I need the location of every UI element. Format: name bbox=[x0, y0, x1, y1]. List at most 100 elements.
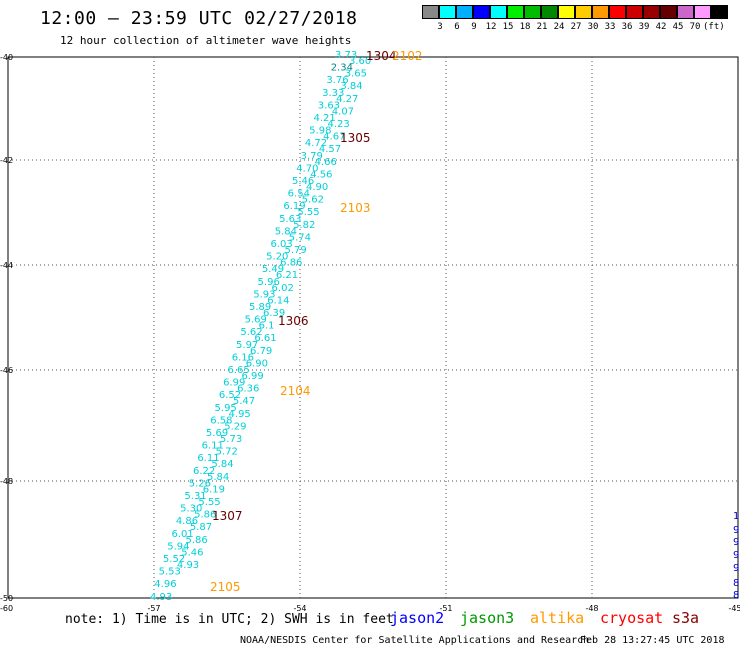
wave-height-value: 4.96 bbox=[154, 579, 176, 590]
wave-height-value: 3.76 bbox=[326, 75, 348, 86]
lon-label: -54 bbox=[293, 604, 306, 613]
wave-height-value: 5.62 bbox=[302, 195, 324, 206]
wave-height-value: 6.36 bbox=[237, 384, 259, 395]
wave-height-value: 4.07 bbox=[332, 106, 354, 117]
lat-label: -46 bbox=[0, 366, 13, 375]
wave-height-value: 4.90 bbox=[306, 182, 328, 193]
wave-height-value: 5.97 bbox=[236, 340, 258, 351]
edge-value: 8. bbox=[733, 578, 740, 589]
wave-height-value: 5.95 bbox=[215, 403, 237, 414]
wave-height-value: 5.69 bbox=[206, 428, 228, 439]
scale-swatch bbox=[422, 5, 439, 19]
wave-height-value: 5.86 bbox=[186, 535, 208, 546]
map-title: 12:00 — 23:59 UTC 02/27/2018 bbox=[40, 8, 358, 29]
wave-height-value: 6.21 bbox=[276, 270, 298, 281]
edge-value: 1 bbox=[733, 511, 739, 522]
scale-swatch bbox=[507, 5, 524, 19]
map-frame bbox=[7, 56, 739, 599]
wave-height-value: 4.56 bbox=[310, 169, 332, 180]
wave-height-value: 3.60 bbox=[349, 56, 371, 67]
wave-height-value: 6.99 bbox=[241, 371, 263, 382]
wave-height-value: 6.79 bbox=[250, 346, 272, 357]
edge-value: 9. bbox=[733, 563, 740, 574]
wave-height-value: 6.61 bbox=[254, 333, 276, 344]
wave-height-value: 6.52 bbox=[219, 390, 241, 401]
wave-height-value: 5.89 bbox=[249, 302, 271, 313]
wave-height-value: 3.63 bbox=[318, 100, 340, 111]
scale-label: 39 bbox=[638, 22, 650, 32]
wave-height-value: 5.30 bbox=[180, 504, 202, 515]
scale-label: 18 bbox=[519, 22, 531, 32]
wave-height-value: 5.20 bbox=[266, 252, 288, 263]
orbit-number: 2102 bbox=[392, 49, 423, 63]
orbit-number: 2103 bbox=[340, 201, 371, 215]
scale-swatch bbox=[439, 5, 456, 19]
scale-label: 36 bbox=[621, 22, 633, 32]
scale-label: 27 bbox=[570, 22, 582, 32]
wave-height-value: 4.57 bbox=[319, 144, 341, 155]
wave-height-value: 6.1 bbox=[259, 321, 275, 332]
map-subtitle: 12 hour collection of altimeter wave hei… bbox=[60, 34, 352, 47]
scale-swatch bbox=[711, 5, 728, 19]
orbit-number: 1306 bbox=[278, 314, 309, 328]
scale-swatch bbox=[660, 5, 677, 19]
wave-height-value: 6.19 bbox=[283, 201, 305, 212]
scale-label: 42 bbox=[655, 22, 667, 32]
edge-value: 9 bbox=[733, 537, 739, 548]
scale-swatch bbox=[490, 5, 507, 19]
wave-height-value: 3.84 bbox=[340, 81, 362, 92]
lon-label: -51 bbox=[439, 604, 452, 613]
scale-label: 30 bbox=[587, 22, 599, 32]
scale-label: 15 bbox=[502, 22, 514, 32]
wave-height-value: 6.58 bbox=[210, 415, 232, 426]
scale-swatch bbox=[558, 5, 575, 19]
lat-label: -40 bbox=[0, 53, 13, 62]
wave-height-value: 5.93 bbox=[253, 289, 275, 300]
credit-text: NOAA/NESDIS Center for Satellite Applica… bbox=[240, 635, 590, 646]
legend-jason3: jason3 bbox=[460, 609, 515, 627]
lat-label: -44 bbox=[0, 261, 13, 270]
wave-height-value: 5.74 bbox=[289, 232, 311, 243]
lat-label: -50 bbox=[0, 594, 13, 603]
wave-height-value: 6.19 bbox=[203, 484, 225, 495]
corner-label: -60 bbox=[0, 604, 13, 613]
wave-height-value: 5.31 bbox=[184, 491, 206, 502]
legend-cryosat: cryosat bbox=[600, 609, 664, 627]
wave-height-value: 5.46 bbox=[292, 176, 314, 187]
orbit-number: 2105 bbox=[210, 580, 241, 594]
scale-swatch bbox=[694, 5, 711, 19]
lon-label: -45 bbox=[728, 604, 740, 613]
orbit-number: 1304 bbox=[366, 49, 397, 63]
scale-swatch bbox=[473, 5, 490, 19]
scale-label: 24 bbox=[553, 22, 565, 32]
generated-timestamp: Feb 28 13:27:45 UTC 2018 bbox=[580, 635, 725, 646]
wave-height-value: 5.63 bbox=[279, 214, 301, 225]
wave-height-value: 6.99 bbox=[223, 378, 245, 389]
lon-label: -57 bbox=[147, 604, 160, 613]
wave-height-value: 4.93 bbox=[177, 560, 199, 571]
wave-height-value: 5.79 bbox=[284, 245, 306, 256]
wave-height-value: 4.86 bbox=[176, 516, 198, 527]
wave-height-value: 6.01 bbox=[172, 529, 194, 540]
wave-height-value: 6.11 bbox=[202, 441, 224, 452]
wave-height-value: 6.02 bbox=[272, 283, 294, 294]
wave-height-value: 4.23 bbox=[327, 119, 349, 130]
wave-height-value: 6.90 bbox=[246, 358, 268, 369]
wave-height-value: 4.95 bbox=[229, 409, 251, 420]
wave-height-value: 6.16 bbox=[232, 352, 254, 363]
wave-height-value: 6.22 bbox=[193, 466, 215, 477]
wave-height-value: 4.70 bbox=[296, 163, 318, 174]
scale-swatch bbox=[609, 5, 626, 19]
wave-height-value: 5.82 bbox=[293, 220, 315, 231]
scale-swatch bbox=[592, 5, 609, 19]
lat-label: -48 bbox=[0, 477, 13, 486]
wave-height-value: 4.27 bbox=[336, 94, 358, 105]
wave-height-value: 5.46 bbox=[181, 547, 203, 558]
scale-label: 6 bbox=[454, 22, 460, 32]
wave-height-value: 2.34 bbox=[331, 63, 353, 74]
wave-height-value: 4.21 bbox=[313, 113, 335, 124]
wave-height-value: 5.53 bbox=[159, 567, 181, 578]
wave-height-value: 5.94 bbox=[167, 541, 189, 552]
orbit-number: 1305 bbox=[340, 131, 371, 145]
wave-height-value: 5.96 bbox=[258, 277, 280, 288]
